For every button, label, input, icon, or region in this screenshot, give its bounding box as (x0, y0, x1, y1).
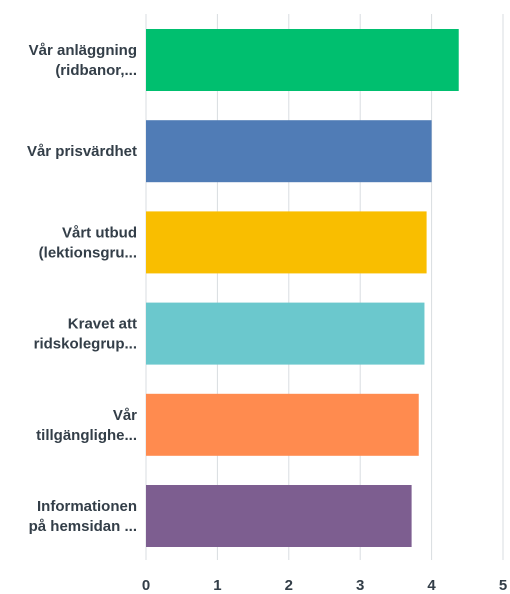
grid-lines (145, 14, 504, 560)
bar (146, 393, 419, 456)
category-label: (lektionsgru... (39, 244, 137, 261)
category-label: Kravet att (68, 316, 137, 333)
bar (146, 302, 425, 365)
x-tick-label: 0 (142, 577, 150, 594)
x-tick-label: 5 (499, 577, 507, 594)
category-label: ridskolegrup... (34, 336, 137, 353)
x-tick-label: 1 (213, 577, 221, 594)
category-label: tillgänglighe... (36, 427, 137, 444)
bar (146, 29, 459, 91)
category-label: Informationen (37, 498, 137, 515)
category-label: Vår anläggning (29, 42, 137, 59)
category-label: på hemsidan ... (29, 518, 137, 535)
category-label: (ridbanor,... (55, 62, 137, 79)
x-tick-label: 3 (356, 577, 364, 594)
category-label: Vår prisvärdhet (27, 143, 137, 160)
bars (146, 29, 459, 547)
x-axis-tick-labels: 0 1 2 3 4 5 (142, 577, 507, 594)
x-tick-label: 2 (285, 577, 293, 594)
bar (146, 485, 412, 547)
category-label: Vår (113, 407, 137, 424)
category-label: Vårt utbud (62, 224, 137, 241)
bar (146, 120, 432, 183)
x-tick-label: 4 (427, 577, 436, 594)
bar (146, 211, 427, 274)
category-labels: Vår anläggning (ridbanor,... Vår prisvärdh… (27, 42, 137, 535)
